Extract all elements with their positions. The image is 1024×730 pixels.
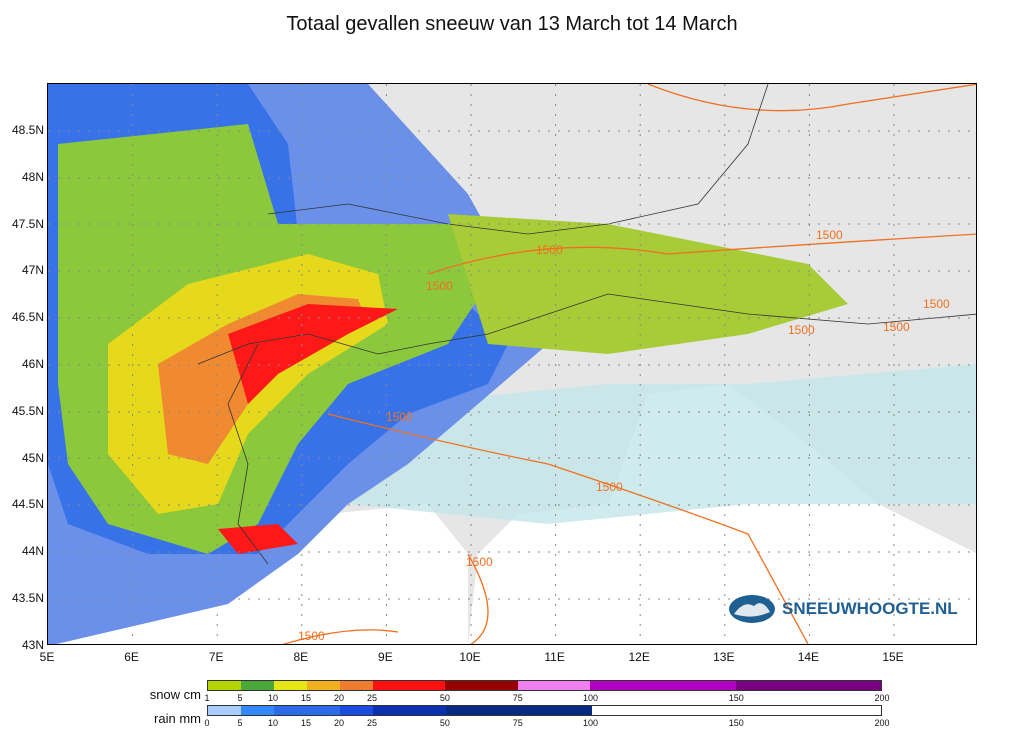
longitude-label: 13E xyxy=(713,650,735,664)
logo: SNEEUWHOOGTE.NL xyxy=(728,594,958,624)
rain-legend-tick: 75 xyxy=(512,718,523,728)
longitude-label: 11E xyxy=(544,650,565,664)
contour-label: 1500 xyxy=(426,279,453,293)
latitude-label: 47N xyxy=(21,263,44,278)
snow-legend-swatch xyxy=(240,681,274,690)
latitude-label: 46N xyxy=(21,357,44,371)
rain-legend-tick: 15 xyxy=(300,718,312,728)
grid xyxy=(48,84,976,644)
logo-text: SNEEUWHOOGTE.NL xyxy=(782,599,958,618)
rain-colorbar xyxy=(207,705,882,716)
snow-legend-tick: 75 xyxy=(512,693,523,703)
rain-legend-label: rain mm xyxy=(154,711,201,726)
latitude-label: 45N xyxy=(21,450,44,465)
snow-legend-tick: 100 xyxy=(583,693,599,703)
snow-legend-swatch xyxy=(306,681,340,690)
latitude-label: 44.5N xyxy=(11,497,44,512)
rain-legend-tick: 50 xyxy=(439,718,450,728)
rain-legend-swatch xyxy=(274,706,340,715)
contour-label: 1500 xyxy=(596,480,623,494)
rain-legend-tick: 10 xyxy=(267,718,279,728)
latitude-label: 43.5N xyxy=(11,591,44,605)
rain-legend-tick: 20 xyxy=(333,718,345,728)
latitude-label: 47.5N xyxy=(11,216,44,231)
rain-legend-swatch xyxy=(445,706,592,715)
longitude-label: 9E xyxy=(378,650,393,664)
rain-legend-tick: 150 xyxy=(728,718,744,728)
snow-legend-tick: 150 xyxy=(728,693,744,703)
freezing-level-contours xyxy=(282,84,976,644)
snow-legend-tick: 200 xyxy=(874,693,890,703)
longitude-label: 7E xyxy=(208,650,224,664)
longitude-label: 14E xyxy=(797,650,820,664)
snow-legend-swatch xyxy=(273,681,307,690)
snow-colorbar xyxy=(207,680,882,691)
contour-label: 1500 xyxy=(536,243,563,257)
longitude-label: 10E xyxy=(459,650,481,664)
snow-legend-tick: 50 xyxy=(439,693,450,703)
map-title: Totaal gevallen sneeuw van 13 March tot … xyxy=(286,13,738,35)
rain-legend-swatch xyxy=(340,706,373,715)
snow-legend-swatch xyxy=(735,681,882,690)
latitude-label: 43N xyxy=(21,637,44,652)
rain-legend-tick: 100 xyxy=(583,718,599,728)
contour-label: 1500 xyxy=(298,629,325,643)
rain-legend-tick: 200 xyxy=(874,718,890,728)
longitude-label: 12E xyxy=(628,650,650,664)
snow-legend-tick: 1 xyxy=(204,693,210,703)
snow-legend-tick: 25 xyxy=(366,693,378,703)
rain-legend-swatch xyxy=(241,706,274,715)
map-canvas: 1500 1500 1500 1500 1500 1500 1500 1500 … xyxy=(48,84,976,644)
longitude-label: 8E xyxy=(293,650,309,664)
snow-legend-tick: 20 xyxy=(333,693,345,703)
rain-legend-tick: 5 xyxy=(237,718,243,728)
rain-legend-tick: 25 xyxy=(366,718,378,728)
longitude-label: 15E xyxy=(882,650,904,664)
latitude-label: 45.5N xyxy=(11,403,44,418)
snow-25-50cm-south xyxy=(218,524,298,554)
snow-legend-tick: 15 xyxy=(300,693,312,703)
snow-legend-label: snow cm xyxy=(149,687,201,702)
snow-legend-swatch xyxy=(445,681,518,690)
adriatic-sea xyxy=(468,384,976,644)
latitude-label: 46.5N xyxy=(11,310,44,325)
contour-label: 1500 xyxy=(788,323,815,337)
snow-25-50cm xyxy=(228,304,398,404)
latitude-label: 48N xyxy=(21,169,44,184)
contour-label: 1500 xyxy=(466,555,493,569)
longitude-label: 6E xyxy=(124,650,139,664)
snow-legend-tick: 10 xyxy=(267,693,279,703)
contour-label: 1500 xyxy=(386,410,413,424)
snow-legend-swatch xyxy=(517,681,591,690)
contour-label: 1500 xyxy=(923,297,950,311)
latitude-label: 44N xyxy=(21,544,44,559)
latitude-label: 48.5N xyxy=(11,123,44,137)
rain-legend-swatch xyxy=(373,706,446,715)
snow-legend-tick: 5 xyxy=(237,693,243,703)
contour-label: 1500 xyxy=(816,228,843,242)
snowfall-map: 1500 1500 1500 1500 1500 1500 1500 1500 … xyxy=(47,83,977,645)
rain-legend-swatch xyxy=(208,706,241,715)
longitude-label: 5E xyxy=(39,650,55,664)
snow-legend-swatch xyxy=(339,681,373,690)
mountain-logo-icon xyxy=(729,595,775,623)
snow-legend-swatch xyxy=(208,681,241,690)
country-borders xyxy=(197,84,976,565)
contour-labels: 1500 1500 1500 1500 1500 1500 1500 1500 … xyxy=(298,228,950,643)
contour-label: 1500 xyxy=(883,320,910,334)
snow-legend-swatch xyxy=(590,681,736,690)
rain-legend-tick: 0 xyxy=(204,718,210,728)
snow-legend-swatch xyxy=(372,681,446,690)
